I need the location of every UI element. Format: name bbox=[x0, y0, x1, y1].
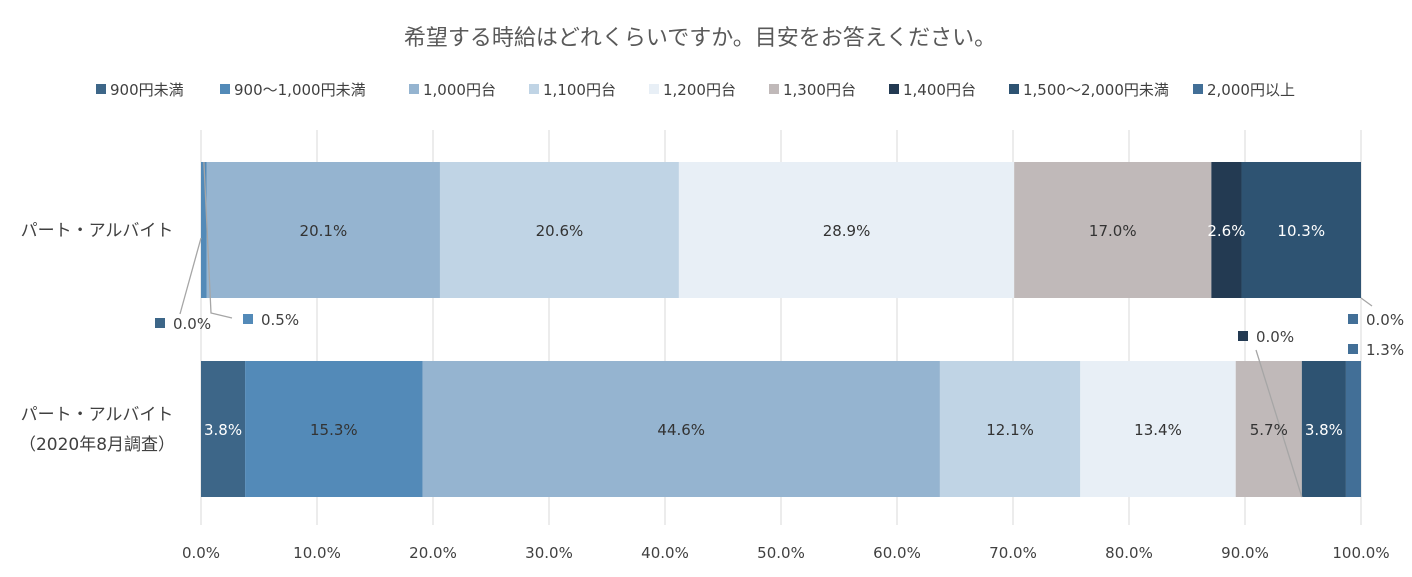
x-tick-label: 100.0% bbox=[1332, 544, 1389, 562]
callout-label: 0.0% bbox=[1366, 311, 1404, 329]
callout-swatch bbox=[155, 318, 165, 328]
data-label: 13.4% bbox=[1134, 421, 1182, 439]
category-label: パート・アルバイト bbox=[21, 221, 174, 241]
x-tick-label: 60.0% bbox=[873, 544, 921, 562]
legend-swatch bbox=[649, 84, 659, 94]
data-label: 3.8% bbox=[1305, 421, 1343, 439]
legend-label: 900円未満 bbox=[110, 81, 184, 99]
bar-segment bbox=[1211, 162, 1242, 298]
leader-line bbox=[203, 161, 233, 319]
legend-swatch bbox=[529, 84, 539, 94]
data-label: 20.1% bbox=[300, 222, 348, 240]
bar-segment bbox=[245, 361, 423, 497]
callout-swatch bbox=[1348, 314, 1358, 324]
x-tick-label: 40.0% bbox=[641, 544, 689, 562]
x-axis: 0.0% 10.0% 20.0% 30.0% 40.0% 50.0% 60.0% 70.0% 8… bbox=[182, 544, 1390, 562]
data-label: 3.8% bbox=[204, 421, 242, 439]
legend-label: 1,000円台 bbox=[423, 81, 496, 99]
bar-segment bbox=[439, 162, 679, 298]
data-label: 12.1% bbox=[986, 421, 1034, 439]
data-label: 5.7% bbox=[1250, 421, 1288, 439]
category-label: （2020年8月調査） bbox=[19, 435, 175, 455]
data-label: 15.3% bbox=[310, 421, 358, 439]
bar-segment bbox=[939, 361, 1081, 497]
legend-swatch bbox=[769, 84, 779, 94]
legend-swatch bbox=[96, 84, 106, 94]
bar-segment bbox=[1301, 361, 1346, 497]
bar-segment bbox=[201, 361, 246, 497]
category-label: パート・アルバイト bbox=[21, 405, 174, 425]
x-tick-label: 10.0% bbox=[293, 544, 341, 562]
callout-label: 0.0% bbox=[1256, 328, 1294, 346]
data-labels: 20.1% 20.6% 28.9% 17.0% 2.6% 10.3% 3.8% 15.3% 44… bbox=[155, 222, 1404, 439]
leader-line bbox=[179, 237, 202, 315]
data-label: 10.3% bbox=[1277, 222, 1325, 240]
legend-label: 1,500〜2,000円未満 bbox=[1023, 81, 1169, 99]
callout-label: 1.3% bbox=[1366, 341, 1404, 359]
x-tick-label: 70.0% bbox=[989, 544, 1037, 562]
callout-label: 0.0% bbox=[173, 315, 211, 333]
legend-label: 2,000円以上 bbox=[1207, 81, 1295, 99]
legend-swatch bbox=[889, 84, 899, 94]
leader-line bbox=[1360, 297, 1373, 307]
bar-segment bbox=[1080, 361, 1236, 497]
bar-segment bbox=[1241, 162, 1361, 298]
legend-label: 1,400円台 bbox=[903, 81, 976, 99]
data-label: 17.0% bbox=[1089, 222, 1137, 240]
bar-segment bbox=[1235, 361, 1302, 497]
data-label: 44.6% bbox=[657, 421, 705, 439]
bar-segment bbox=[1345, 361, 1361, 497]
legend-swatch bbox=[409, 84, 419, 94]
legend: 900円未満 900〜1,000円未満 1,000円台 1,100円台 1,200円台 1… bbox=[96, 81, 1295, 99]
bar-segment bbox=[201, 162, 207, 298]
callout-swatch bbox=[1348, 344, 1358, 354]
x-tick-label: 50.0% bbox=[757, 544, 805, 562]
legend-swatch bbox=[1009, 84, 1019, 94]
legend-label: 1,200円台 bbox=[663, 81, 736, 99]
x-tick-label: 80.0% bbox=[1105, 544, 1153, 562]
data-label: 20.6% bbox=[536, 222, 584, 240]
x-tick-label: 90.0% bbox=[1221, 544, 1269, 562]
bars bbox=[201, 162, 1361, 497]
legend-swatch bbox=[220, 84, 230, 94]
callout-swatch bbox=[243, 314, 253, 324]
x-tick-label: 20.0% bbox=[409, 544, 457, 562]
x-tick-label: 0.0% bbox=[182, 544, 220, 562]
callout-label: 0.5% bbox=[261, 311, 299, 329]
callout-swatch bbox=[1238, 331, 1248, 341]
data-label: 28.9% bbox=[823, 222, 871, 240]
legend-label: 1,300円台 bbox=[783, 81, 856, 99]
chart-title: 希望する時給はどれくらいですか。目安をお答えください。 bbox=[404, 26, 996, 51]
data-label: 2.6% bbox=[1207, 222, 1245, 240]
bar-segment bbox=[422, 361, 940, 497]
leader-lines bbox=[179, 161, 1373, 498]
bar-segment bbox=[678, 162, 1015, 298]
legend-label: 900〜1,000円未満 bbox=[234, 81, 366, 99]
x-tick-label: 30.0% bbox=[525, 544, 573, 562]
bar-segment bbox=[1014, 162, 1212, 298]
legend-label: 1,100円台 bbox=[543, 81, 616, 99]
legend-swatch bbox=[1193, 84, 1203, 94]
leader-line bbox=[1255, 349, 1303, 498]
bar-segment bbox=[206, 162, 440, 298]
